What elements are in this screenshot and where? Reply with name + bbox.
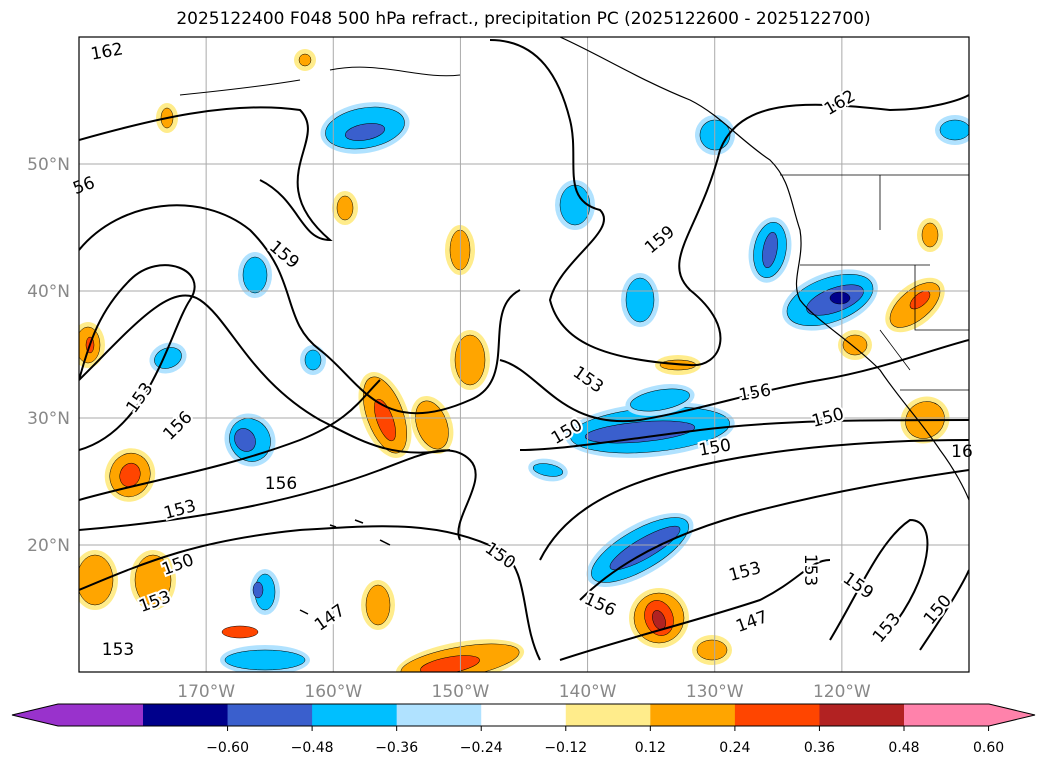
- precip-area: [559, 184, 591, 226]
- contour-label: 156: [737, 380, 772, 405]
- colorbar-tick-label: 0.48: [888, 740, 919, 756]
- colorbar-tick-label: −0.48: [291, 740, 334, 756]
- contour-label: 156: [581, 589, 619, 621]
- map-frame: [78, 36, 970, 673]
- colorbar-segment: [734, 704, 820, 726]
- colorbar-extend-max: [904, 704, 1035, 726]
- colorbar-tick-label: 0.36: [804, 740, 835, 756]
- colorbar-segment: [312, 704, 398, 726]
- precip-area: [336, 195, 354, 221]
- colorbar-tick-label: 0.24: [719, 740, 750, 756]
- axis-labels: 170°W 160°W 150°W 140°W 130°W 120°W 50°N 40°N 30…: [27, 155, 871, 702]
- contour-label: 150: [810, 404, 847, 432]
- contour-label: 150: [920, 591, 956, 629]
- contour-label: 150: [697, 435, 732, 460]
- lon-tick-label: 120°W: [813, 682, 871, 702]
- contour-label: 162: [821, 86, 859, 120]
- colorbar-outline: [11, 703, 1036, 727]
- precip-area: [696, 639, 728, 661]
- precip-area: [79, 554, 114, 606]
- precip-area: [234, 428, 256, 452]
- contour-label: 16: [951, 442, 973, 462]
- colorbar-segment: [227, 704, 313, 726]
- precip-area: [584, 420, 696, 444]
- lat-tick-label: 50°N: [27, 155, 70, 175]
- contour-label: 153: [800, 554, 820, 586]
- precip-area: [532, 463, 564, 477]
- precip-area: [609, 525, 681, 571]
- colorbar-segment: [396, 704, 482, 726]
- contour-label: 56: [70, 173, 97, 199]
- contour-label: 159: [839, 569, 877, 604]
- precip-area: [630, 388, 690, 412]
- precip-area: [252, 581, 264, 599]
- precip-area: [420, 655, 480, 672]
- chart-title: 2025122400 F048 500 hPa refract., precip…: [176, 9, 871, 29]
- precip-area: [842, 334, 868, 356]
- colorbar-segment: [565, 704, 651, 726]
- precip-area: [304, 349, 322, 371]
- colorbar-segment: [819, 704, 905, 726]
- lon-tick-label: 140°W: [559, 682, 617, 702]
- contour-label: 162: [89, 39, 124, 64]
- colorbar-segment: [143, 704, 229, 726]
- precip-area: [365, 584, 391, 626]
- contour-label: 147: [733, 607, 770, 637]
- precip-area: [762, 231, 778, 269]
- precip-area: [298, 53, 312, 67]
- contour-label: 153: [727, 558, 764, 586]
- contour-label: 147: [311, 601, 349, 636]
- colorbar-tick-label: −0.24: [460, 740, 503, 756]
- precip-area: [939, 119, 969, 141]
- lon-tick-label: 160°W: [304, 682, 362, 702]
- lon-tick-label: 170°W: [177, 682, 235, 702]
- colorbar-tick-label: −0.36: [375, 740, 418, 756]
- colorbar-tick-label: −0.60: [206, 740, 249, 756]
- precip-area: [625, 277, 655, 323]
- precip-area: [221, 625, 259, 639]
- contour-label: 153: [123, 379, 158, 417]
- precip-area: [119, 462, 141, 488]
- refractivity-contours: [79, 39, 969, 661]
- colorbar-segment: [481, 704, 567, 726]
- contour-label: 159: [641, 222, 679, 258]
- precip-area: [345, 123, 385, 141]
- contour-label: 156: [265, 474, 297, 494]
- precip-area: [242, 256, 268, 294]
- colorbar-tick-label: −0.12: [544, 740, 587, 756]
- colorbar-extend-min: [12, 704, 143, 726]
- contour-label: 156: [159, 407, 196, 444]
- precip-area: [829, 291, 851, 305]
- coastlines: [179, 37, 969, 615]
- contour-label: 153: [162, 496, 199, 524]
- colorbar: −0.60 −0.48 −0.36 −0.24 −0.12 0.12 0.24 0.36 0.4…: [11, 703, 1036, 756]
- colorbar-tick-label: 0.60: [973, 740, 1004, 756]
- lon-tick-label: 130°W: [686, 682, 744, 702]
- precip-area: [134, 554, 172, 606]
- lat-tick-label: 40°N: [27, 282, 70, 302]
- precip-area: [224, 649, 306, 671]
- precip-area: [374, 398, 396, 442]
- colorbar-segment: [650, 704, 736, 726]
- lon-tick-label: 150°W: [432, 682, 490, 702]
- contour-label: 153: [102, 640, 134, 660]
- lat-tick-label: 30°N: [27, 409, 70, 429]
- precip-area: [921, 222, 939, 248]
- lat-tick-label: 20°N: [27, 536, 70, 556]
- contour-label: 153: [869, 609, 905, 647]
- gridlines: [79, 37, 969, 672]
- colorbar-tick-label: 0.12: [635, 740, 666, 756]
- precip-area: [454, 334, 486, 386]
